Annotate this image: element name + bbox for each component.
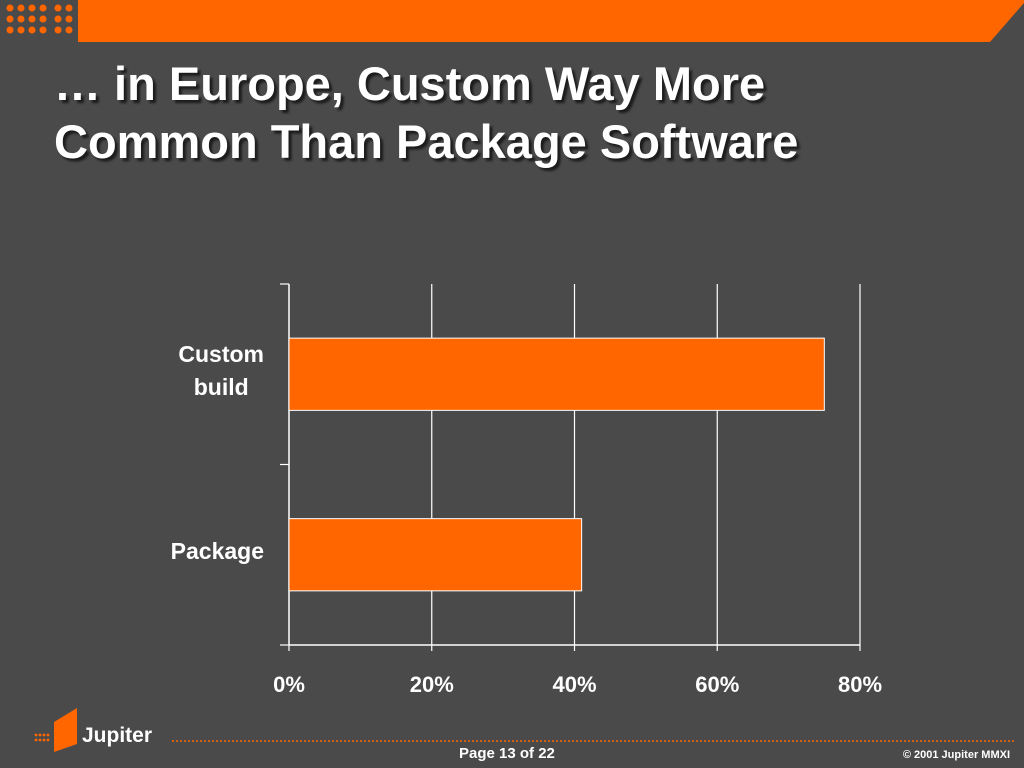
x-tick-label: 60% [695, 672, 740, 697]
x-tick-label: 20% [409, 672, 454, 697]
footer-brand: Jupiter [82, 724, 153, 747]
page-number: Page 13 of 22 [459, 745, 555, 762]
dot-grid-logo [6, 4, 73, 34]
slide-title: … in Europe, Custom Way More Common Than… [54, 55, 1014, 171]
top-header-bar [0, 0, 1024, 42]
jupiter-logo-icon [34, 708, 77, 752]
copyright-notice: © 2001 Jupiter MMXI [902, 749, 1010, 761]
x-tick-label: 40% [552, 672, 597, 697]
slide-title-line-2: Common Than Package Software [54, 115, 799, 168]
x-tick-label: 80% [837, 672, 883, 697]
x-tick-label: 0% [273, 672, 305, 697]
bar-custom-build [288, 337, 825, 411]
category-label: Custom build [178, 341, 264, 401]
bar-package [288, 518, 583, 592]
footer-decoration [34, 708, 1014, 752]
slide-title-line-1: … in Europe, Custom Way More [54, 57, 766, 110]
category-label: Package [170, 538, 264, 565]
